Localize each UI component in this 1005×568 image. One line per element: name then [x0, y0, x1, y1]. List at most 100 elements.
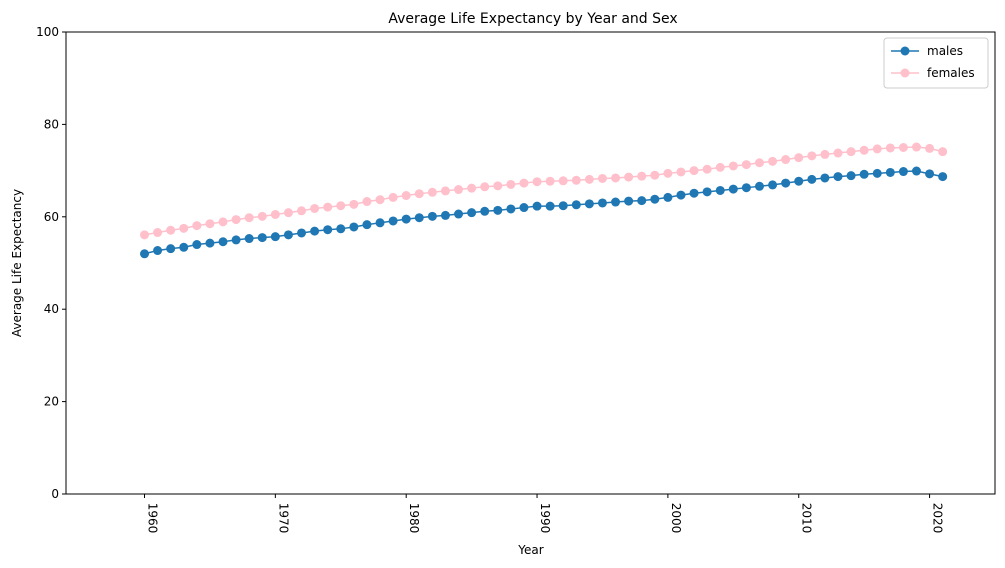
- data-point-males: [179, 242, 189, 252]
- x-tick-label: 2010: [800, 503, 814, 534]
- data-point-males: [414, 213, 424, 223]
- data-point-females: [166, 225, 176, 235]
- data-point-females: [140, 230, 150, 240]
- data-point-females: [427, 187, 437, 197]
- data-point-males: [807, 174, 817, 184]
- data-point-females: [493, 181, 503, 191]
- data-point-males: [768, 180, 778, 190]
- data-point-females: [584, 174, 594, 184]
- data-point-males: [218, 237, 228, 247]
- data-point-females: [454, 185, 464, 195]
- data-point-females: [231, 215, 241, 225]
- x-tick-label: 1960: [146, 503, 160, 534]
- plot-area: [140, 142, 948, 259]
- data-point-females: [807, 151, 817, 161]
- data-point-females: [571, 175, 581, 185]
- data-point-females: [532, 177, 542, 187]
- data-point-males: [597, 198, 607, 208]
- data-point-males: [663, 192, 673, 202]
- data-point-males: [885, 167, 895, 177]
- y-tick-label: 20: [44, 395, 59, 409]
- data-point-males: [454, 209, 464, 219]
- data-point-females: [323, 202, 333, 212]
- data-point-males: [545, 201, 555, 211]
- data-point-females: [741, 160, 751, 170]
- plot-frame: [65, 31, 996, 495]
- data-point-males: [153, 246, 163, 256]
- data-point-males: [297, 228, 307, 238]
- data-point-males: [493, 205, 503, 215]
- data-point-females: [911, 142, 921, 152]
- data-point-males: [349, 222, 359, 232]
- data-point-males: [611, 197, 621, 207]
- data-point-females: [519, 178, 529, 188]
- y-tick-label: 40: [44, 302, 59, 316]
- data-point-females: [440, 186, 450, 196]
- data-point-males: [480, 206, 490, 216]
- data-point-females: [375, 195, 385, 205]
- data-point-females: [689, 166, 699, 176]
- data-point-females: [702, 164, 712, 174]
- data-point-females: [362, 197, 372, 207]
- data-point-males: [192, 240, 202, 250]
- data-point-males: [715, 185, 725, 195]
- data-point-males: [506, 204, 516, 214]
- data-point-females: [545, 176, 555, 186]
- data-point-males: [859, 169, 869, 179]
- series-males: [140, 166, 948, 259]
- data-point-females: [637, 171, 647, 181]
- data-point-males: [519, 203, 529, 213]
- data-point-females: [192, 221, 202, 231]
- data-point-females: [401, 191, 411, 201]
- x-tick-label: 1990: [538, 503, 552, 534]
- data-point-females: [205, 219, 215, 229]
- data-point-females: [820, 149, 830, 159]
- data-point-females: [650, 170, 660, 180]
- data-point-males: [938, 172, 948, 182]
- data-point-males: [283, 230, 293, 240]
- x-tick-label: 1970: [276, 503, 290, 534]
- data-point-females: [754, 158, 764, 168]
- data-point-males: [362, 220, 372, 230]
- data-point-males: [584, 199, 594, 209]
- data-point-males: [741, 183, 751, 193]
- data-point-males: [388, 216, 398, 226]
- data-point-males: [532, 201, 542, 211]
- data-point-females: [938, 147, 948, 157]
- data-point-females: [597, 173, 607, 183]
- data-point-females: [179, 223, 189, 233]
- series-females: [140, 142, 948, 240]
- data-point-females: [349, 199, 359, 209]
- data-point-males: [911, 166, 921, 176]
- data-point-males: [270, 232, 280, 242]
- data-point-males: [781, 178, 791, 188]
- data-point-males: [427, 211, 437, 221]
- data-point-males: [205, 238, 215, 248]
- data-point-females: [336, 201, 346, 211]
- data-point-females: [872, 144, 882, 154]
- data-point-females: [781, 155, 791, 165]
- data-point-males: [650, 194, 660, 204]
- legend: males females: [883, 37, 989, 89]
- data-point-females: [297, 206, 307, 216]
- data-point-females: [257, 211, 267, 221]
- data-point-males: [833, 172, 843, 182]
- data-point-females: [885, 143, 895, 153]
- data-point-females: [611, 173, 621, 183]
- x-tick-label: 2020: [931, 503, 945, 534]
- data-point-females: [728, 161, 738, 171]
- data-point-females: [663, 168, 673, 178]
- data-point-males: [467, 208, 477, 218]
- data-point-males: [401, 214, 411, 224]
- data-point-females: [715, 162, 725, 172]
- data-point-females: [467, 183, 477, 193]
- data-point-males: [794, 176, 804, 186]
- data-point-females: [153, 228, 163, 238]
- data-point-males: [336, 224, 346, 234]
- data-point-males: [558, 201, 568, 211]
- data-point-males: [440, 210, 450, 220]
- data-point-males: [231, 235, 241, 245]
- data-point-males: [846, 171, 856, 181]
- data-point-males: [571, 200, 581, 210]
